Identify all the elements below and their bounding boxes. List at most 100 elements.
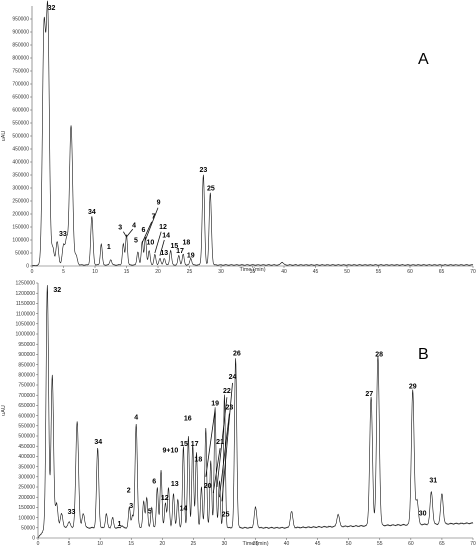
peak-label: 17 bbox=[176, 248, 184, 255]
x-tick-label: 50 bbox=[346, 541, 352, 547]
y-tick-label: 600000 bbox=[18, 413, 35, 419]
y-tick-label: 400000 bbox=[12, 160, 29, 166]
peak-label: 32 bbox=[48, 5, 56, 12]
leader-line bbox=[123, 231, 127, 238]
peak-label: 15 bbox=[180, 441, 188, 448]
peak-label: 33 bbox=[68, 509, 76, 516]
peak-label: 5 bbox=[134, 238, 138, 245]
x-tick-label: 50 bbox=[344, 269, 350, 275]
x-tick-label: 60 bbox=[408, 541, 414, 547]
y-tick-label: 650000 bbox=[18, 403, 35, 409]
y-tick-label: 350000 bbox=[18, 464, 35, 470]
peak-label: 33 bbox=[59, 231, 67, 238]
peak-label: 13 bbox=[160, 250, 168, 257]
peak-label: 17 bbox=[191, 441, 199, 448]
peak-label: 34 bbox=[88, 209, 96, 216]
peak-label: 27 bbox=[365, 391, 373, 398]
y-tick-label: 1200000 bbox=[16, 291, 36, 297]
x-tick-label: 10 bbox=[97, 541, 103, 547]
y-tick-label: 100000 bbox=[18, 515, 35, 521]
peak-label: 23 bbox=[226, 404, 234, 411]
x-axis-label: Time (min) bbox=[239, 267, 265, 273]
x-tick-label: 55 bbox=[377, 541, 383, 547]
leader-line bbox=[126, 228, 134, 238]
peak-label: 6 bbox=[142, 227, 146, 234]
y-tick-label: 50000 bbox=[15, 251, 29, 257]
peak-label: 3 bbox=[129, 503, 133, 510]
peak-label: 10 bbox=[147, 240, 155, 247]
y-tick-label: 0 bbox=[26, 264, 29, 270]
x-tick-label: 5 bbox=[68, 541, 71, 547]
peak-label: 19 bbox=[187, 252, 195, 259]
panel-b: 0500001000001500002000002500003000003500… bbox=[1, 281, 476, 547]
leader-line bbox=[154, 231, 162, 254]
x-tick-label: 10 bbox=[92, 269, 98, 275]
y-tick-label: 1250000 bbox=[16, 281, 36, 287]
peak-label: 6 bbox=[152, 479, 156, 486]
y-tick-label: 650000 bbox=[12, 95, 29, 101]
peak-label: 12 bbox=[159, 224, 167, 231]
leader-line bbox=[212, 448, 221, 494]
peak-label: 21 bbox=[216, 439, 224, 446]
y-tick-label: 450000 bbox=[12, 147, 29, 153]
peak-label: 25 bbox=[207, 186, 215, 193]
y-tick-label: 800000 bbox=[18, 373, 35, 379]
y-tick-label: 450000 bbox=[18, 444, 35, 450]
y-tick-label: 500000 bbox=[18, 434, 35, 440]
y-tick-label: 250000 bbox=[12, 199, 29, 205]
y-tick-label: 750000 bbox=[18, 383, 35, 389]
y-tick-label: 950000 bbox=[18, 342, 35, 348]
y-tick-label: 700000 bbox=[18, 393, 35, 399]
y-tick-label: 100000 bbox=[12, 238, 29, 244]
x-tick-label: 70 bbox=[470, 269, 476, 275]
peak-label: 2 bbox=[127, 488, 131, 495]
peak-label: 15 bbox=[170, 243, 178, 250]
y-tick-label: 150000 bbox=[18, 505, 35, 511]
peak-label: 23 bbox=[199, 167, 207, 174]
y-tick-label: 250000 bbox=[18, 485, 35, 491]
peak-label: 4 bbox=[132, 223, 136, 230]
y-tick-label: 550000 bbox=[18, 424, 35, 430]
leader-line bbox=[141, 221, 153, 243]
y-tick-label: 50000 bbox=[21, 526, 35, 532]
panel-a-letter: A bbox=[418, 51, 429, 68]
peak-label: 3 bbox=[118, 225, 122, 232]
peak-label: 13 bbox=[171, 481, 179, 488]
peak-label: 29 bbox=[409, 384, 417, 391]
x-tick-label: 15 bbox=[128, 541, 134, 547]
y-tick-label: 1100000 bbox=[16, 311, 35, 317]
peak-label: 9 bbox=[157, 200, 161, 207]
peak-label: 18 bbox=[194, 457, 202, 464]
y-tick-label: 1150000 bbox=[16, 301, 35, 307]
panel-a: 0500001000001500002000002500003000003500… bbox=[1, 0, 476, 275]
x-tick-label: 20 bbox=[155, 269, 161, 275]
leader-line bbox=[219, 413, 230, 498]
y-tick-label: 300000 bbox=[18, 475, 35, 481]
chromatogram-trace bbox=[31, 0, 474, 267]
peak-label: 19 bbox=[211, 400, 219, 407]
peak-label: 4 bbox=[134, 415, 138, 422]
x-tick-label: 35 bbox=[253, 541, 259, 547]
peak-label: 28 bbox=[375, 351, 383, 358]
y-tick-label: 900000 bbox=[12, 30, 29, 36]
peak-label: 22 bbox=[223, 388, 231, 395]
peak-label: 5 bbox=[148, 509, 152, 516]
x-tick-label: 30 bbox=[222, 541, 228, 547]
x-tick-label: 55 bbox=[376, 269, 382, 275]
peak-label: 32 bbox=[53, 287, 61, 294]
y-axis-label: uAU bbox=[1, 131, 7, 142]
x-tick-label: 40 bbox=[284, 541, 290, 547]
chromatogram-trace bbox=[37, 285, 474, 539]
peak-label: 25 bbox=[222, 512, 230, 519]
y-tick-label: 1000000 bbox=[16, 332, 36, 338]
y-axis-label: uAU bbox=[1, 405, 7, 416]
peak-label: 20 bbox=[204, 483, 212, 490]
y-tick-label: 900000 bbox=[18, 352, 35, 358]
peak-label: 12 bbox=[161, 495, 169, 502]
y-tick-label: 200000 bbox=[18, 495, 35, 501]
y-tick-label: 400000 bbox=[18, 454, 35, 460]
y-tick-label: 150000 bbox=[12, 225, 29, 231]
x-tick-label: 0 bbox=[31, 269, 34, 275]
peak-label: 1 bbox=[117, 521, 121, 528]
y-tick-label: 550000 bbox=[12, 121, 29, 127]
